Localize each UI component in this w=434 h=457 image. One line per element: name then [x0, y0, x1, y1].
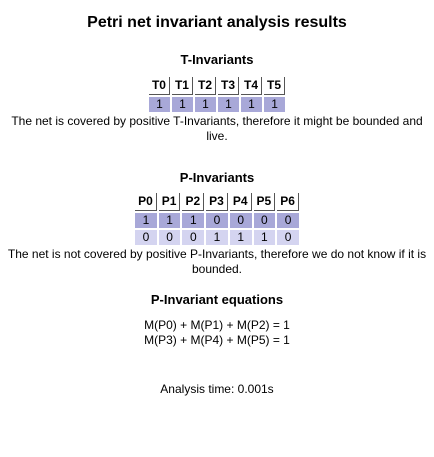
t-column-header: T2 — [194, 77, 216, 95]
p-column-header: P6 — [277, 193, 299, 211]
p-invariant-cell: 1 — [253, 230, 276, 245]
p-invariants-table: P0 P1 P2 P3 P4 P5 P6 1 1 1 0 0 0 0 0 0 — [133, 191, 301, 247]
t-invariants-note: The net is covered by positive T-Invaria… — [11, 114, 423, 143]
page-title: Petri net invariant analysis results — [87, 14, 347, 31]
t-invariants-table: T0 T1 T2 T3 T4 T5 1 1 1 1 1 1 — [147, 75, 287, 114]
p-invariant-cell: 0 — [229, 213, 252, 228]
t-invariant-cell: 1 — [171, 97, 193, 112]
t-column-header: T0 — [148, 77, 170, 95]
p-invariants-note: The net is not covered by positive P-Inv… — [7, 247, 427, 276]
p-invariant-cell: 1 — [206, 230, 228, 245]
p-invariant-cell: 1 — [182, 213, 205, 228]
p-invariant-cell: 0 — [158, 230, 181, 245]
p-invariant-cell: 0 — [182, 230, 205, 245]
p-invariant-cell: 0 — [253, 213, 276, 228]
p-invariant-row: 0 0 0 1 1 1 0 — [135, 230, 299, 245]
t-column-header: T1 — [171, 77, 193, 95]
t-invariants-header-row: T0 T1 T2 T3 T4 T5 — [148, 77, 286, 95]
p-invariant-cell: 0 — [277, 213, 299, 228]
p-invariants-header-row: P0 P1 P2 P3 P4 P5 P6 — [135, 193, 299, 211]
analysis-time: Analysis time: 0.001s — [160, 382, 274, 396]
p-invariants-heading: P-Invariants — [179, 170, 255, 185]
p-invariant-cell: 0 — [206, 213, 228, 228]
invariant-results-page: Petri net invariant analysis results T-I… — [7, 14, 427, 396]
t-invariant-row: 1 1 1 1 1 1 — [148, 97, 286, 112]
t-invariant-cell: 1 — [218, 97, 240, 112]
p-column-header: P5 — [253, 193, 276, 211]
t-invariants-heading: T-Invariants — [180, 52, 254, 67]
t-column-header: T4 — [241, 77, 263, 95]
p-column-header: P4 — [229, 193, 252, 211]
t-column-header: T5 — [264, 77, 286, 95]
p-column-header: P1 — [158, 193, 181, 211]
p-invariant-cell: 1 — [158, 213, 181, 228]
p-invariant-cell: 0 — [135, 230, 157, 245]
p-column-header: P3 — [206, 193, 228, 211]
t-column-header: T3 — [218, 77, 240, 95]
t-invariant-cell: 1 — [241, 97, 263, 112]
equations-heading: P-Invariant equations — [150, 292, 284, 307]
t-invariant-cell: 1 — [148, 97, 170, 112]
t-invariant-cell: 1 — [264, 97, 286, 112]
p-invariant-cell: 1 — [135, 213, 157, 228]
p-column-header: P0 — [135, 193, 157, 211]
equation-line: M(P3) + M(P4) + M(P5) = 1 — [144, 333, 290, 347]
p-invariant-cell: 0 — [277, 230, 299, 245]
equation-line: M(P0) + M(P1) + M(P2) = 1 — [144, 318, 290, 332]
p-invariant-row: 1 1 1 0 0 0 0 — [135, 213, 299, 228]
t-invariant-cell: 1 — [194, 97, 216, 112]
p-column-header: P2 — [182, 193, 205, 211]
p-invariant-cell: 1 — [229, 230, 252, 245]
